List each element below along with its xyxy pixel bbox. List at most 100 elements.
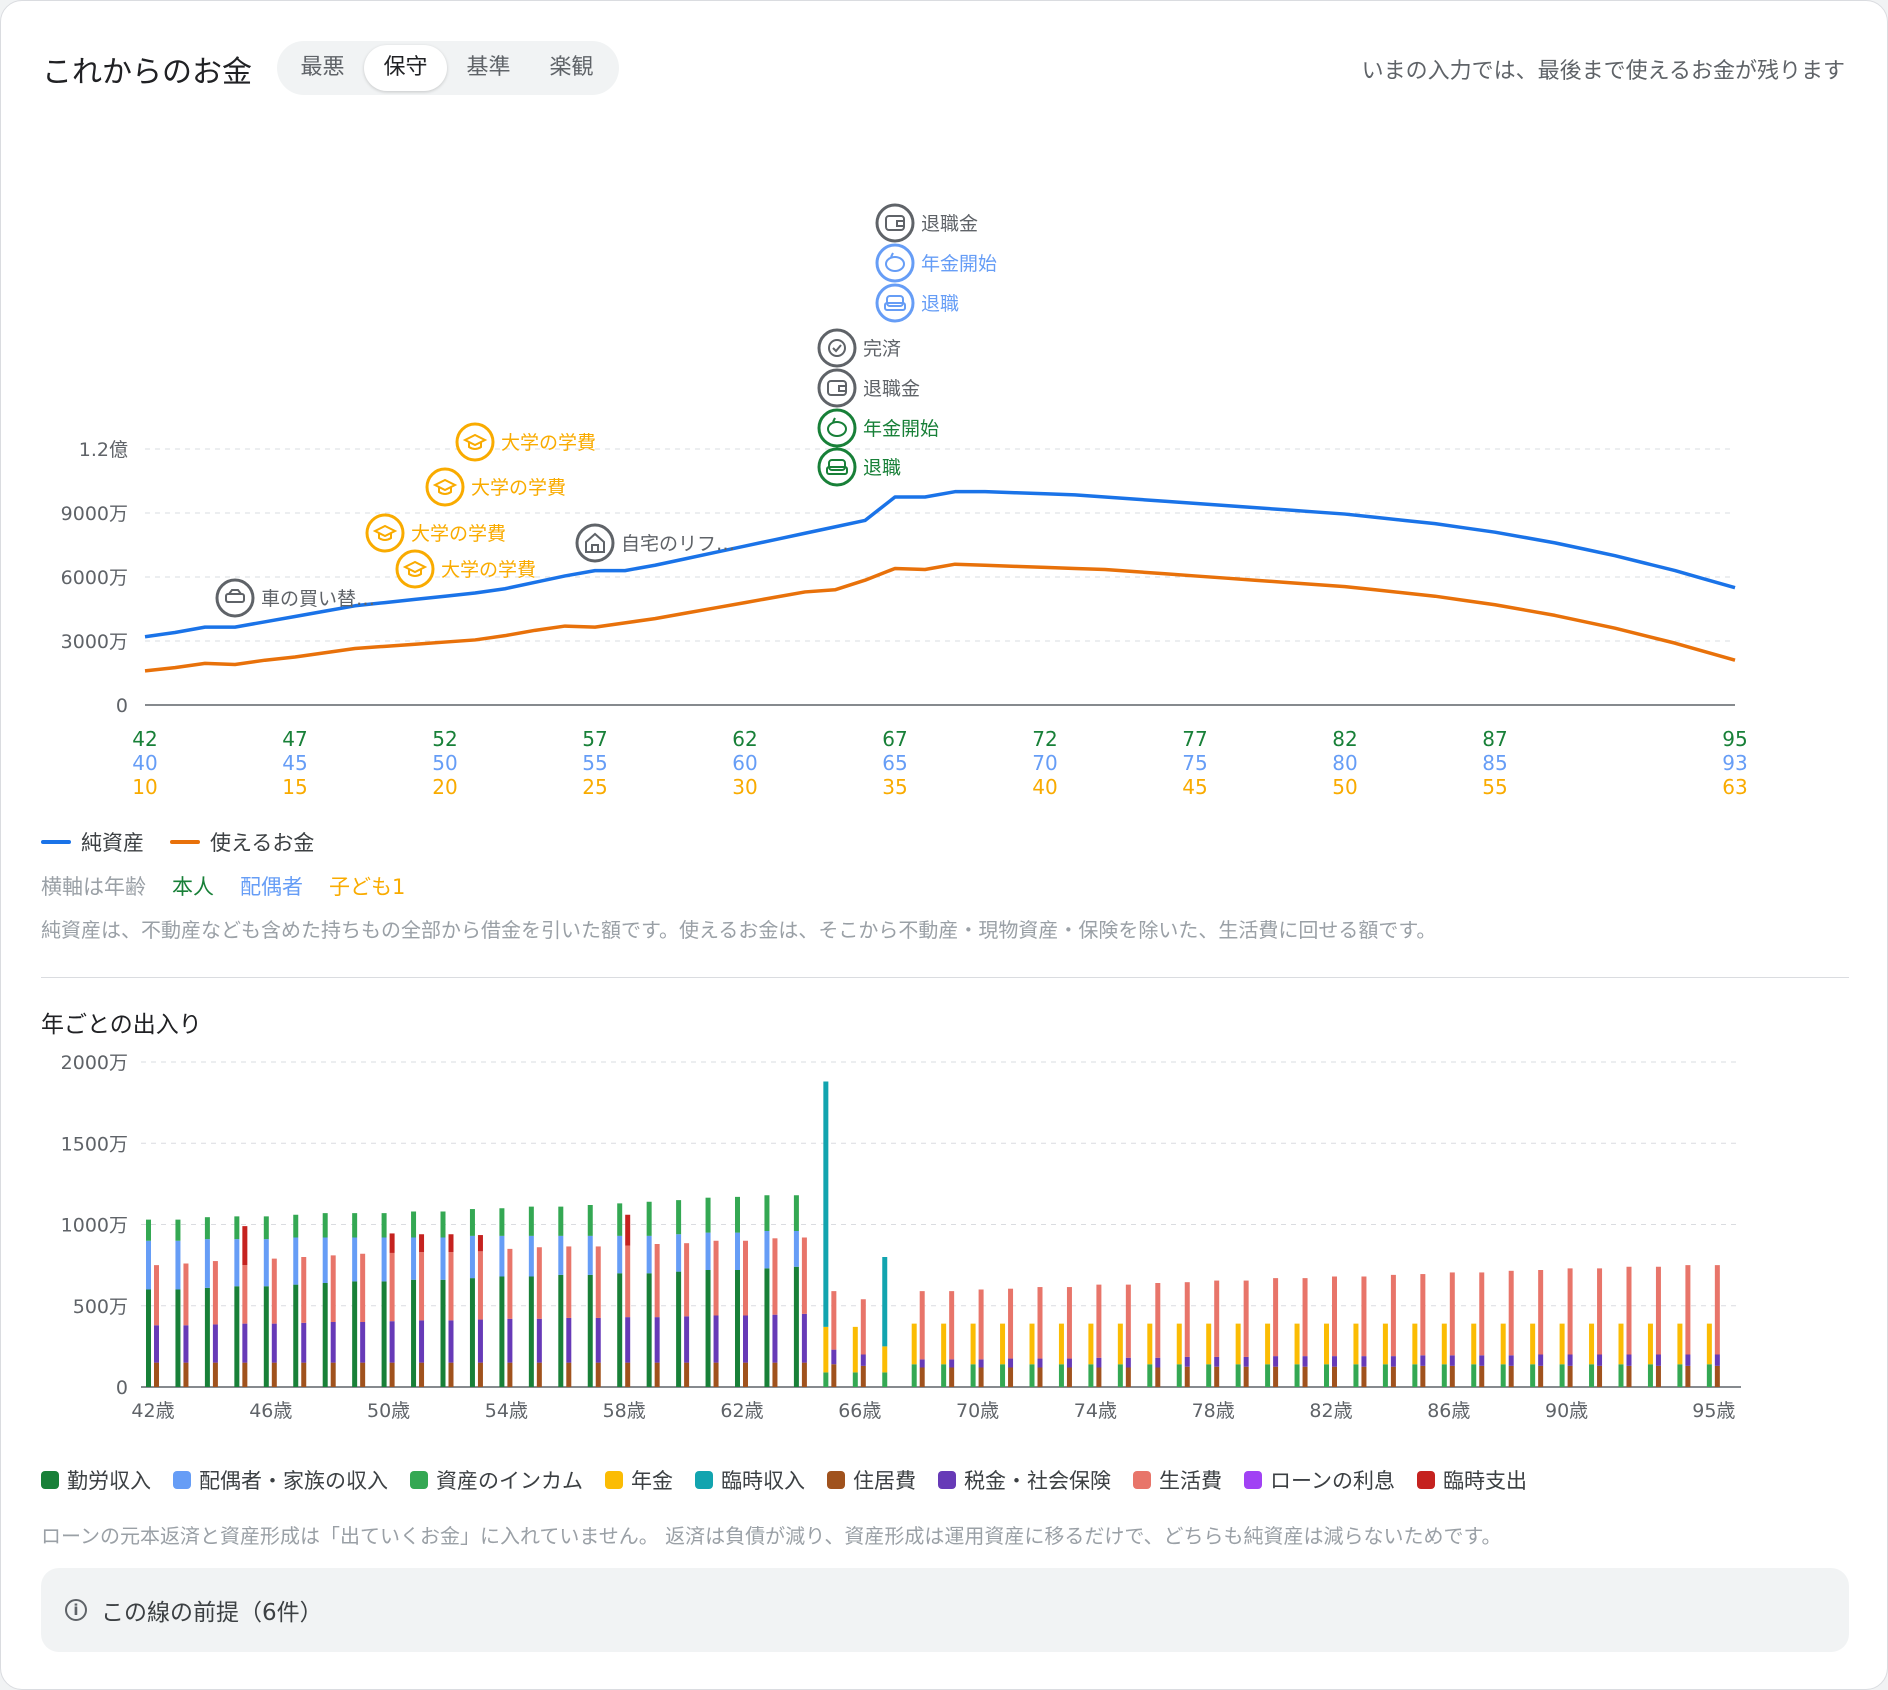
bar-income-segment	[882, 1346, 888, 1373]
legend-temp-expense: 臨時支出	[1416, 1465, 1527, 1495]
bar-expense-segment	[595, 1362, 601, 1387]
bar-expense-segment	[1361, 1356, 1367, 1367]
legend-tax-label: 税金・社会保険	[964, 1469, 1111, 1493]
bar-expense-segment	[831, 1349, 837, 1365]
bar-income-segment	[941, 1323, 947, 1365]
bar-expense-segment	[1008, 1367, 1014, 1387]
bar-expense-segment	[536, 1362, 542, 1387]
event-marker: 年金開始	[875, 243, 997, 283]
bar-income-segment	[587, 1274, 593, 1387]
bar-expense-segment	[301, 1322, 307, 1363]
bar-income-segment	[1324, 1323, 1329, 1365]
legend-asset-income: 資産のインカム	[410, 1465, 583, 1495]
x-tick-label: 80	[1332, 751, 1357, 775]
bar-expense-segment	[360, 1322, 366, 1363]
bar-expense-segment	[507, 1248, 513, 1319]
legend-temp-income: 臨時収入	[695, 1465, 805, 1495]
section-title-cashflow: 年ごとの出入り	[41, 1012, 202, 1038]
bar-expense-segment	[1243, 1280, 1249, 1357]
bar-expense-segment	[743, 1240, 748, 1316]
bar-income-segment	[1058, 1364, 1064, 1387]
bar-expense-segment	[1449, 1365, 1455, 1387]
bar-expense-segment	[212, 1324, 218, 1363]
bar-income-segment	[558, 1274, 564, 1387]
assumptions-toggle[interactable]: i この線の前提（6件）	[41, 1568, 1849, 1652]
bar-income-segment	[1589, 1323, 1595, 1365]
tab-worst[interactable]: 最悪	[300, 55, 345, 80]
bar-income-segment	[146, 1219, 151, 1241]
bar-expense-segment	[448, 1362, 454, 1387]
x-tick-label: 10	[132, 775, 157, 799]
bar-income-segment	[1353, 1323, 1359, 1365]
bar-income-segment	[234, 1286, 240, 1387]
bar-income-segment	[587, 1205, 593, 1236]
bar-expense-segment	[1538, 1354, 1544, 1366]
bar-income-segment	[1382, 1364, 1388, 1387]
bar-income-segment	[322, 1237, 328, 1283]
x-tick-label: 58歳	[603, 1400, 646, 1422]
bar-expense-segment	[1420, 1274, 1426, 1356]
bar-expense-segment	[1332, 1276, 1337, 1357]
bar-expense-segment	[536, 1247, 542, 1319]
event-label: 大学の学費	[501, 432, 596, 454]
bar-income-segment	[646, 1273, 652, 1387]
y-tick-label: 9000万	[61, 503, 128, 525]
x-tick-label: 50歳	[367, 1400, 410, 1422]
bar-expense-segment	[625, 1362, 631, 1387]
bar-income-segment	[381, 1237, 387, 1282]
usable-money-line	[144, 562, 1736, 673]
bar-expense-segment	[1567, 1354, 1573, 1366]
x-tick-label: 93	[1722, 751, 1747, 775]
bar-expense-segment	[1302, 1366, 1308, 1387]
bar-expense-segment	[684, 1362, 690, 1387]
bar-expense-segment	[477, 1319, 483, 1363]
bar-expense-segment	[507, 1362, 513, 1387]
bar-income-segment	[1206, 1323, 1212, 1365]
bar-expense-segment	[1655, 1354, 1661, 1366]
bar-income-segment	[1412, 1364, 1418, 1387]
bar-expense-segment	[1361, 1366, 1367, 1387]
tab-optimistic[interactable]: 楽観	[549, 55, 594, 80]
x-tick-label: 62歳	[720, 1400, 763, 1422]
bar-expense-segment	[684, 1243, 690, 1317]
graduation-cap-icon	[402, 560, 428, 577]
bar-expense-segment	[360, 1362, 366, 1387]
bar-expense-segment	[1597, 1365, 1603, 1387]
bar-income-segment	[1618, 1323, 1624, 1365]
x-tick-label: 62	[732, 727, 757, 751]
bar-income-segment	[705, 1270, 711, 1387]
event-label: 大学の学費	[411, 523, 506, 545]
x-tick-label: 82歳	[1309, 1400, 1352, 1422]
bar-income-segment	[1471, 1323, 1477, 1365]
tab-baseline[interactable]: 基準	[466, 55, 511, 80]
bar-expense-segment	[654, 1244, 660, 1318]
x-tick-label: 90歳	[1545, 1400, 1588, 1422]
bar-income-segment	[1176, 1364, 1182, 1387]
x-tick-label: 77	[1182, 727, 1207, 751]
legend-housing: 住居費	[827, 1465, 916, 1495]
bar-income-segment	[676, 1234, 682, 1272]
bar-income-segment	[1117, 1364, 1123, 1387]
bar-income-segment	[204, 1217, 210, 1240]
x-tick-label: 66歳	[838, 1400, 881, 1422]
bar-income-segment	[440, 1279, 446, 1387]
x-tick-label: 60	[732, 751, 757, 775]
bar-income-segment	[1559, 1323, 1565, 1365]
bar-income-segment	[1500, 1323, 1506, 1365]
graduation-cap-icon	[462, 433, 488, 450]
bar-expense-segment	[1479, 1272, 1485, 1356]
bar-income-segment	[1000, 1364, 1006, 1387]
scenario-tabs: 最悪 保守 基準 楽観	[277, 41, 619, 95]
bar-expense-segment	[713, 1362, 719, 1387]
x-tick-label: 40	[1032, 775, 1057, 799]
bar-income-segment	[735, 1232, 740, 1270]
event-label: 完済	[863, 338, 901, 360]
piggy-bank-icon	[827, 417, 847, 437]
event-circle	[875, 243, 915, 283]
x-tick-label: 50	[1332, 775, 1357, 799]
bar-expense-segment	[301, 1257, 307, 1323]
bar-income-segment	[263, 1286, 269, 1387]
bar-income-segment	[1265, 1323, 1271, 1365]
tab-conservative[interactable]: 保守	[364, 45, 447, 91]
